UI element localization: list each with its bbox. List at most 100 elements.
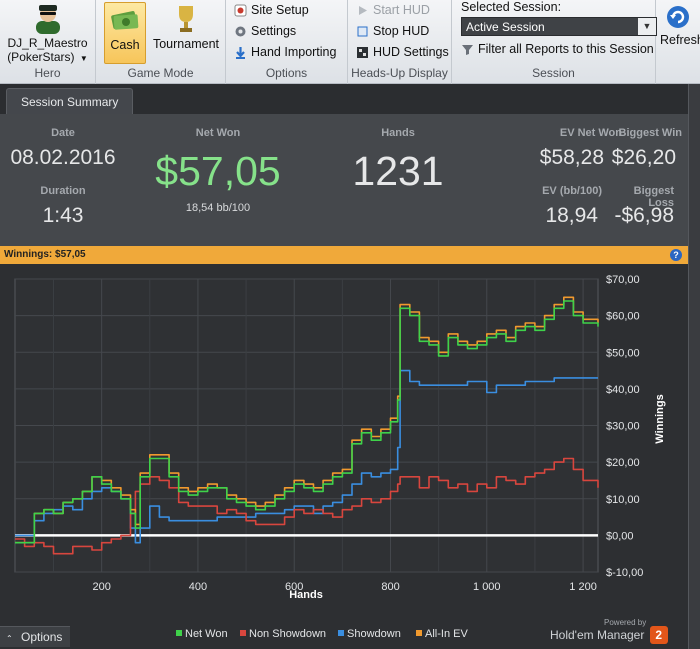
powered-by-label: Powered by <box>604 618 647 627</box>
net-won-bb100: 18,54 bb/100 <box>185 202 251 214</box>
hero-avatar[interactable] <box>34 2 62 34</box>
filter-icon <box>462 44 473 55</box>
x-axis-label: Hands <box>289 589 323 601</box>
options-group: Site Setup Settings Hand Importing Optio… <box>226 0 348 84</box>
date-value: 08.02.2016 <box>10 146 116 169</box>
x-tick-label: 200 <box>92 581 110 593</box>
winnings-chart-area: $-10,00 $0,00 $10,00 $20,00 $30,00 $40,00 $50,… <box>0 264 688 649</box>
hud-settings-button[interactable]: HUD Settings <box>356 45 449 59</box>
hud-group-label: Heads-Up Display <box>351 66 448 80</box>
tab-strip: Session Summary <box>0 84 688 114</box>
y-tick-label: $-10,00 <box>606 567 643 579</box>
session-summary-panel: Date 08.02.2016 Duration 1:43 Net Won $5… <box>0 114 688 246</box>
y-tick-label: $10,00 <box>606 494 640 506</box>
trophy-icon <box>179 6 193 32</box>
biggest-loss-value: -$6,98 <box>614 204 674 227</box>
duration-label: Duration <box>40 185 86 197</box>
session-group: Selected Session: Active Session ▼ Filte… <box>452 0 657 84</box>
biggest-loss-label: Biggest Loss <box>633 185 674 209</box>
chevron-down-icon: ▼ <box>638 18 656 35</box>
start-hud-button[interactable]: Start HUD <box>356 3 430 17</box>
duration-value: 1:43 <box>42 204 84 227</box>
hud-group: Start HUD Stop HUD HUD Settings Heads-Up… <box>348 0 452 84</box>
y-tick-label: $30,00 <box>606 421 640 433</box>
site-setup-button[interactable]: Site Setup <box>234 3 309 17</box>
ev-bb100-label: EV (bb/100) <box>542 185 602 197</box>
cash-label: Cash <box>110 38 140 52</box>
hero-group: DJ_R_Maestro (PokerStars) ▼ Hero <box>0 0 96 84</box>
x-tick-label: 800 <box>381 581 399 593</box>
hand-importing-label: Hand Importing <box>251 45 337 59</box>
options-button[interactable]: ⌃ Options <box>0 626 70 647</box>
winnings-label: Winnings: <box>4 249 53 260</box>
import-arrow-icon <box>236 46 245 59</box>
ev-bb100-value: 18,94 <box>545 204 598 227</box>
legend-swatch-showdown <box>338 630 344 636</box>
site-setup-icon <box>234 4 247 16</box>
series-line-non-showdown <box>15 457 599 555</box>
play-icon <box>359 5 367 15</box>
filter-reports-label: Filter all Reports to this Session <box>478 42 654 56</box>
series-line-net-won <box>15 300 599 544</box>
y-tick-label: $70,00 <box>606 274 640 286</box>
brand-number: 2 <box>649 626 668 644</box>
hands-value: 1231 <box>352 148 444 194</box>
x-tick-label: 1 000 <box>473 581 501 593</box>
net-won-label: Net Won <box>195 127 241 139</box>
series-line-all-in-ev <box>15 296 599 544</box>
stop-icon <box>357 26 368 36</box>
legend-swatch-non-showdown <box>240 630 246 636</box>
y-tick-label: $40,00 <box>606 384 640 396</box>
cash-button[interactable]: Cash <box>104 2 146 64</box>
chevron-down-icon: ▼ <box>79 54 88 63</box>
stop-hud-button[interactable]: Stop HUD <box>356 24 429 38</box>
tab-session-summary[interactable]: Session Summary <box>6 88 134 114</box>
options-label: Options <box>21 630 63 644</box>
refresh-button[interactable]: Refresh <box>656 2 700 64</box>
legend-label-showdown: Showdown <box>347 628 401 640</box>
legend-label-net-won: Net Won <box>185 628 228 640</box>
hero-site-label: (PokerStars) <box>7 50 75 64</box>
right-scroll-strip[interactable] <box>688 84 700 649</box>
selected-session-label: Selected Session: <box>461 0 562 14</box>
date-label: Date <box>51 127 75 139</box>
biggest-win-label: Biggest Win <box>618 127 682 139</box>
refresh-icon <box>667 6 689 28</box>
series-line-showdown <box>15 369 598 544</box>
refresh-label: Refresh <box>660 33 700 47</box>
site-setup-label: Site Setup <box>251 3 309 17</box>
session-group-label: Session <box>532 66 575 80</box>
legend-label-all-in-ev: All-In EV <box>425 628 468 640</box>
biggest-win-value: $26,20 <box>611 146 676 169</box>
hero-name[interactable]: DJ_R_Maestro <box>7 36 88 50</box>
hero-site[interactable]: (PokerStars) ▼ <box>0 50 95 64</box>
filter-reports-button[interactable]: Filter all Reports to this Session <box>461 42 654 56</box>
stop-hud-label: Stop HUD <box>373 24 430 38</box>
y-tick-label: $60,00 <box>606 311 640 323</box>
ev-net-won-label: EV Net Won <box>559 127 622 139</box>
winnings-value: $57,05 <box>55 249 86 260</box>
brand-name: Hold'em Manager <box>550 628 645 642</box>
game-mode-group-label: Game Mode <box>127 66 194 80</box>
game-mode-group: Cash Tournament Game Mode <box>96 0 226 84</box>
chevron-up-icon: ⌃ <box>6 634 13 643</box>
net-won-value: $57,05 <box>155 148 281 194</box>
session-dropdown[interactable]: Active Session ▼ <box>461 17 657 36</box>
hand-importing-button[interactable]: Hand Importing <box>234 45 336 59</box>
x-tick-label: 600 <box>285 581 303 593</box>
hands-label: Hands <box>381 127 415 139</box>
winnings-chart: $-10,00 $0,00 $10,00 $20,00 $30,00 $40,00 $50,… <box>14 274 666 640</box>
y-axis-label: Winnings <box>654 394 666 443</box>
help-icon[interactable]: ? <box>670 249 682 261</box>
x-tick-label: 1 200 <box>569 581 597 593</box>
holdem-manager-logo: Hold'em Manager 2 <box>550 626 668 644</box>
x-tick-label: 400 <box>189 581 207 593</box>
hud-settings-icon <box>357 46 368 58</box>
options-group-label: Options <box>265 66 308 80</box>
settings-button[interactable]: Settings <box>234 24 296 38</box>
legend-swatch-net-won <box>176 630 182 636</box>
legend-label-non-showdown: Non Showdown <box>249 628 326 640</box>
settings-label: Settings <box>251 24 297 38</box>
y-tick-label: $20,00 <box>606 457 640 469</box>
tournament-button[interactable]: Tournament <box>148 2 224 64</box>
